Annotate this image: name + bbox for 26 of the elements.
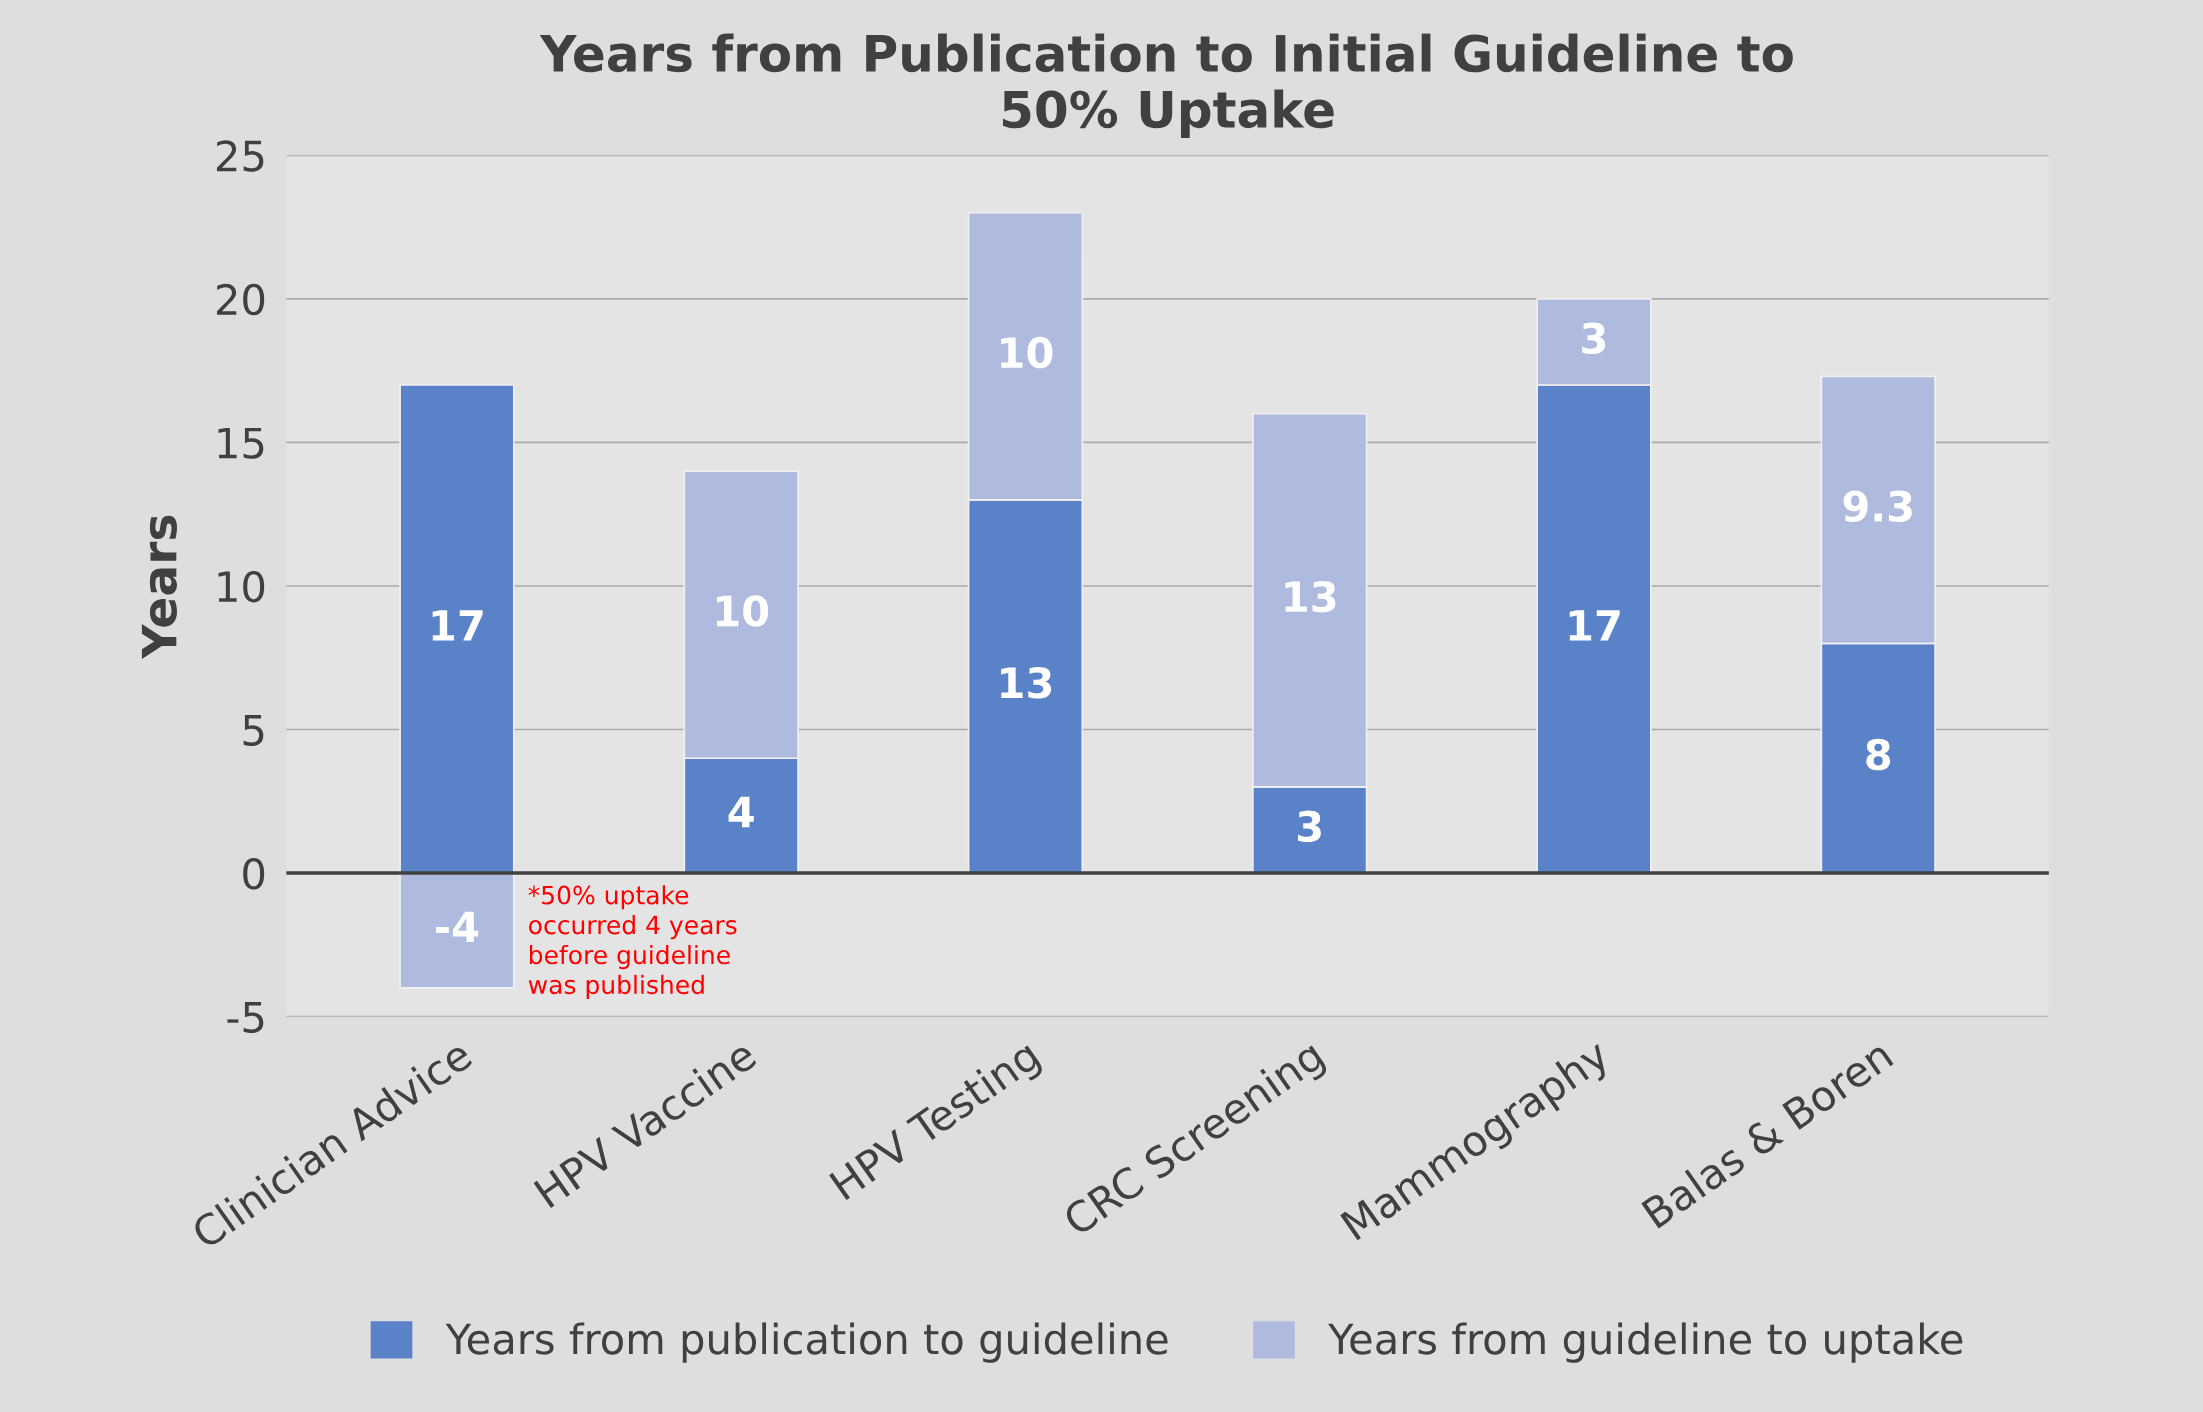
data-label: 3 — [1582, 322, 1606, 355]
bar — [399, 872, 515, 989]
data-label: 13 — [1285, 580, 1336, 613]
legend-label: Years from publication to guideline — [445, 1322, 1168, 1363]
chart-title: Years from Publication to Initial Guideline to 50% Uptake — [539, 33, 1793, 138]
y-tick-label: 25 — [216, 140, 264, 172]
y-axis-title: Years — [141, 515, 177, 660]
legend-label: Years from guideline to uptake — [1328, 1322, 1963, 1363]
y-tick-label: 0 — [243, 857, 265, 890]
data-label: 17 — [1569, 610, 1620, 641]
data-label: 9.3 — [1843, 490, 1912, 522]
y-tick-label: -5 — [227, 1002, 264, 1034]
data-label: 4 — [728, 796, 754, 828]
data-label: 17 — [432, 610, 483, 641]
y-tick-label: 10 — [218, 570, 265, 603]
data-label: 8 — [1866, 738, 1891, 771]
data-label: 3 — [1298, 810, 1321, 843]
data-label: -4 — [436, 911, 479, 943]
data-label: 10 — [1001, 336, 1053, 369]
annotation: *50% uptake occurred 4 years before guideline was published — [528, 885, 737, 1000]
y-tick-label: 5 — [243, 714, 264, 746]
data-label: 13 — [1001, 667, 1052, 699]
bar — [399, 384, 515, 874]
y-tick-label: 20 — [216, 283, 265, 316]
data-label: 10 — [716, 595, 769, 627]
y-tick-label: 15 — [218, 427, 264, 459]
